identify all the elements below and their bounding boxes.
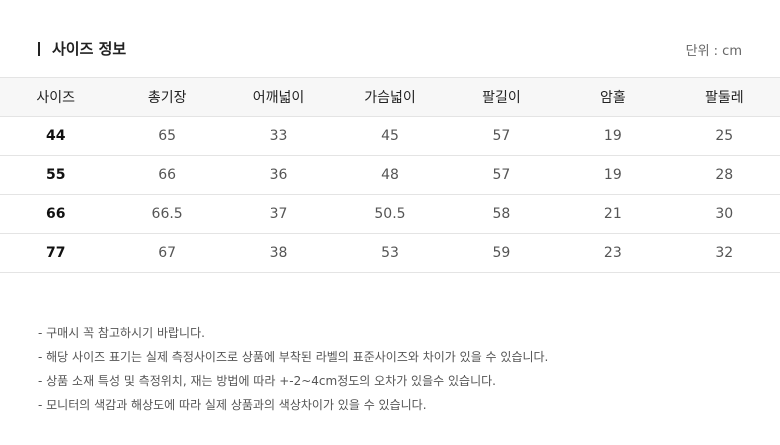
size-cell: 66 — [0, 194, 112, 234]
size-table: 사이즈 총기장 어깨넓이 가슴넓이 팔길이 암홀 팔둘레 44 65 33 45 57 19 25 55 6… — [0, 77, 780, 273]
column-header: 총기장 — [111, 77, 223, 117]
notes: - 구매시 꼭 참고하시기 바랍니다. - 해당 사이즈 표기는 실제 측정사이즈… — [38, 321, 548, 417]
size-cell: 55 — [0, 155, 112, 195]
size-cell: 44 — [0, 116, 112, 156]
measurement-cell: 57 — [445, 155, 558, 195]
measurement-cell: 67 — [111, 233, 223, 273]
measurement-cell: 59 — [445, 233, 558, 273]
table-row: 44 65 33 45 57 19 25 — [0, 116, 780, 156]
note-item: - 상품 소재 특성 및 측정위치, 재는 방법에 따라 +-2~4cm정도의 … — [38, 374, 496, 388]
table-row: 66 66.5 37 50.5 58 21 30 — [0, 194, 780, 234]
measurement-cell: 48 — [334, 155, 446, 195]
measurement-cell: 37 — [222, 194, 335, 234]
measurement-cell: 25 — [668, 116, 780, 156]
column-header: 어깨넓이 — [222, 77, 335, 117]
note-item: - 모니터의 색감과 해상도에 따라 실제 상품과의 색상차이가 있을 수 있습… — [38, 398, 427, 412]
measurement-cell: 50.5 — [334, 194, 446, 234]
size-cell: 77 — [0, 233, 112, 273]
table-row: 77 67 38 53 59 23 32 — [0, 233, 780, 273]
measurement-cell: 36 — [222, 155, 335, 195]
unit-label: 단위 : cm — [685, 44, 742, 59]
measurement-cell: 53 — [334, 233, 446, 273]
column-header: 팔길이 — [445, 77, 558, 117]
measurement-cell: 32 — [668, 233, 780, 273]
column-header: 가슴넓이 — [334, 77, 446, 117]
column-header: 팔둘레 — [668, 77, 780, 117]
measurement-cell: 57 — [445, 116, 558, 156]
section-title: 사이즈 정보 — [38, 38, 126, 59]
measurement-cell: 38 — [222, 233, 335, 273]
measurement-cell: 19 — [557, 155, 669, 195]
title-text: 사이즈 정보 — [52, 40, 127, 58]
title-bar-decoration — [38, 41, 40, 56]
measurement-cell: 28 — [668, 155, 780, 195]
measurement-cell: 66 — [111, 155, 223, 195]
column-header: 사이즈 — [0, 77, 112, 117]
column-header: 암홀 — [557, 77, 669, 117]
measurement-cell: 45 — [334, 116, 446, 156]
measurement-cell: 66.5 — [111, 194, 223, 234]
header-row: 사이즈 총기장 어깨넓이 가슴넓이 팔길이 암홀 팔둘레 — [0, 77, 780, 117]
measurement-cell: 30 — [668, 194, 780, 234]
measurement-cell: 58 — [445, 194, 558, 234]
measurement-cell: 65 — [111, 116, 223, 156]
note-item: - 해당 사이즈 표기는 실제 측정사이즈로 상품에 부착된 라벨의 표준사이즈… — [38, 350, 549, 364]
measurement-cell: 19 — [557, 116, 669, 156]
measurement-cell: 33 — [222, 116, 335, 156]
note-item: - 구매시 꼭 참고하시기 바랍니다. — [38, 326, 205, 340]
table-row: 55 66 36 48 57 19 28 — [0, 155, 780, 195]
measurement-cell: 23 — [557, 233, 669, 273]
measurement-cell: 21 — [557, 194, 669, 234]
